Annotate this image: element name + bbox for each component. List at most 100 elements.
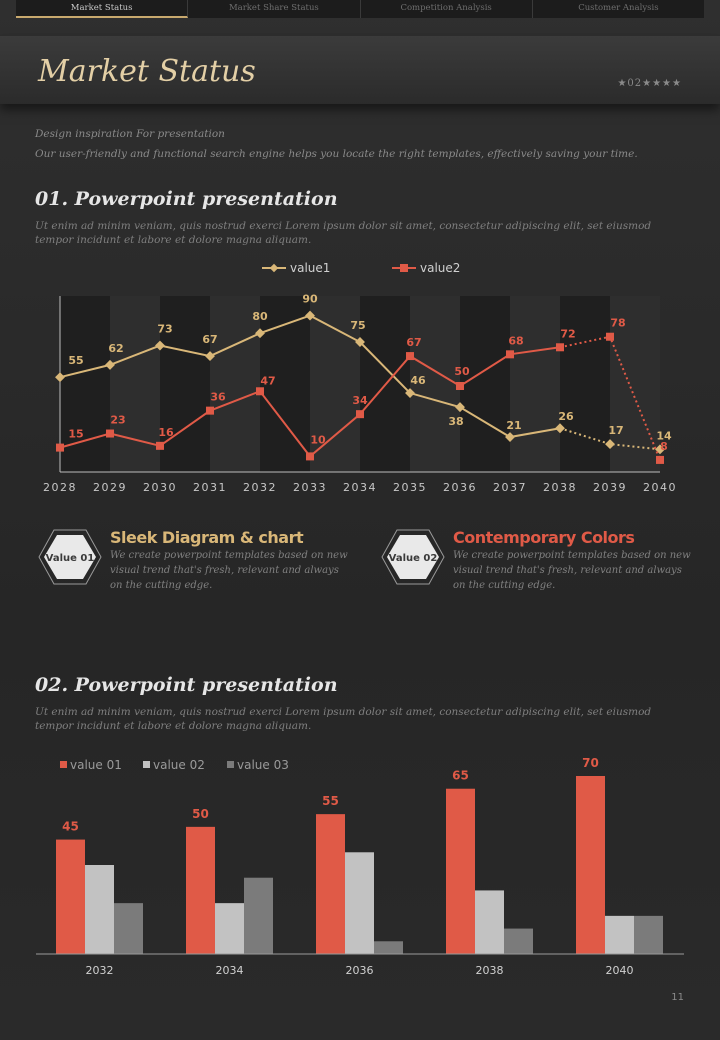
data-label: 90 bbox=[302, 293, 318, 306]
x-tick-label: 2034 bbox=[343, 481, 377, 494]
data-point bbox=[505, 432, 515, 442]
data-label: 14 bbox=[656, 429, 672, 442]
intro-text: Our user-friendly and functional search … bbox=[35, 148, 638, 160]
x-tick-label: 2038 bbox=[543, 481, 577, 494]
feature-value-02: Value 02 Contemporary Colors We create p… bbox=[381, 528, 711, 598]
data-point bbox=[55, 372, 65, 383]
section2-body: Ut enim ad minim veniam, quis nostrud ex… bbox=[35, 706, 652, 732]
data-point bbox=[155, 340, 165, 351]
tab-competition-analysis[interactable]: Competition Analysis bbox=[361, 0, 533, 18]
bar-value-label: 50 bbox=[192, 807, 209, 821]
data-point bbox=[255, 328, 265, 339]
data-point bbox=[156, 441, 164, 450]
bar bbox=[446, 788, 475, 954]
top-navigation: Market Status Market Share Status Compet… bbox=[16, 0, 704, 18]
x-tick-label: 2036 bbox=[346, 964, 374, 977]
bar bbox=[114, 903, 143, 954]
data-point bbox=[555, 423, 565, 434]
legend-marker bbox=[227, 761, 234, 768]
data-point bbox=[206, 406, 214, 415]
data-label: 34 bbox=[352, 394, 368, 407]
data-label: 36 bbox=[210, 391, 226, 404]
section2-title: 02. Powerpoint presentation bbox=[35, 674, 338, 696]
legend-label: value 01 bbox=[70, 758, 122, 772]
bar bbox=[605, 915, 634, 954]
data-point bbox=[256, 387, 264, 396]
legend-label: value 03 bbox=[237, 758, 289, 772]
data-label: 67 bbox=[406, 336, 421, 349]
x-tick-label: 2029 bbox=[93, 481, 127, 494]
bar bbox=[576, 776, 605, 954]
x-tick-label: 2039 bbox=[593, 481, 627, 494]
data-point bbox=[456, 382, 464, 390]
data-label: 47 bbox=[260, 374, 275, 387]
data-label: 26 bbox=[558, 410, 574, 423]
data-point bbox=[556, 343, 564, 352]
x-tick-label: 2040 bbox=[643, 481, 677, 494]
x-tick-label: 2036 bbox=[443, 481, 477, 494]
feature-title: Sleek Diagram & chart bbox=[110, 528, 304, 547]
hexagon-badge-icon: Value 01 bbox=[38, 529, 102, 585]
data-point bbox=[306, 452, 314, 461]
line-chart: 2028 2029 2030 2031 2032 2033 2034 2035 2036 2037… bbox=[43, 261, 677, 494]
bar-value-label: 45 bbox=[62, 820, 79, 834]
chart-band bbox=[60, 296, 110, 472]
series-line-dotted-value1 bbox=[559, 427, 661, 451]
data-point bbox=[105, 359, 115, 370]
data-label: 67 bbox=[202, 333, 217, 346]
title-band bbox=[0, 36, 720, 104]
data-point bbox=[405, 388, 415, 398]
intro-subtitle: Design inspiration For presentation bbox=[35, 128, 225, 140]
bar-chart: value 01 value 02 value 03 45 2032 50 2034 55 20… bbox=[36, 756, 684, 977]
x-tick-label: 2032 bbox=[86, 964, 114, 977]
chart-band bbox=[310, 296, 360, 472]
data-label: 55 bbox=[68, 354, 83, 367]
bar bbox=[186, 826, 215, 954]
data-label: 62 bbox=[108, 342, 123, 355]
data-label: 50 bbox=[454, 365, 470, 378]
chart-band bbox=[210, 296, 260, 472]
data-point bbox=[356, 410, 364, 419]
bar bbox=[374, 941, 403, 954]
x-tick-label: 2040 bbox=[606, 964, 634, 977]
bar bbox=[215, 903, 244, 954]
chart-band bbox=[610, 296, 660, 472]
data-point bbox=[106, 429, 114, 438]
chart-band bbox=[410, 296, 460, 472]
chart-band bbox=[510, 296, 560, 472]
data-label: 68 bbox=[508, 334, 523, 347]
chart-band bbox=[110, 296, 160, 472]
x-tick-label: 2032 bbox=[243, 481, 277, 494]
data-label: 72 bbox=[560, 327, 575, 340]
x-tick-label: 2033 bbox=[293, 481, 327, 494]
legend-label: value2 bbox=[420, 261, 460, 275]
legend-marker bbox=[400, 264, 408, 272]
tab-customer-analysis[interactable]: Customer Analysis bbox=[578, 3, 659, 13]
chart-band bbox=[160, 296, 210, 472]
bar bbox=[85, 865, 114, 954]
data-label: 46 bbox=[410, 374, 426, 387]
x-tick-label: 2038 bbox=[476, 964, 504, 977]
data-label: 16 bbox=[158, 426, 174, 439]
data-point bbox=[506, 350, 514, 359]
bar bbox=[504, 928, 533, 954]
feature-title: Contemporary Colors bbox=[453, 528, 635, 547]
page-number: 11 bbox=[671, 992, 684, 1003]
bar bbox=[316, 814, 345, 954]
x-tick-label: 2028 bbox=[43, 481, 77, 494]
tab-market-status[interactable]: Market Status bbox=[16, 0, 189, 18]
hexagon-badge-icon: Value 02 bbox=[381, 529, 445, 585]
data-label: 38 bbox=[448, 415, 463, 428]
data-point bbox=[606, 332, 614, 341]
data-label: 17 bbox=[608, 424, 623, 437]
tab-market-share-status[interactable]: Market Share Status bbox=[188, 0, 361, 18]
bar bbox=[56, 839, 85, 954]
data-label: 73 bbox=[157, 323, 172, 336]
legend-marker bbox=[60, 761, 67, 768]
feature-text: We create powerpoint templates based on … bbox=[453, 550, 691, 591]
data-label: 15 bbox=[68, 428, 83, 441]
x-tick-label: 2031 bbox=[193, 481, 227, 494]
bar-value-label: 70 bbox=[582, 756, 599, 770]
chart-band bbox=[460, 296, 510, 472]
data-point bbox=[205, 351, 215, 362]
